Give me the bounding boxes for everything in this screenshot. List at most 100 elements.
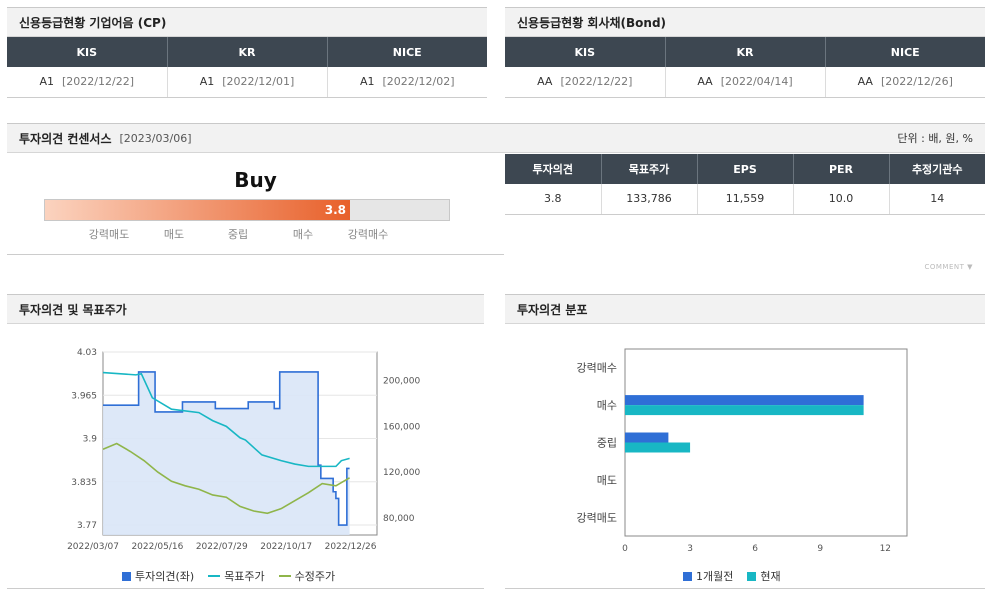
rating-date: [2022/12/01] xyxy=(222,75,295,89)
bond-kis-cell: AA [2022/12/22] xyxy=(505,67,665,98)
bar-1 xyxy=(625,442,691,453)
opinion-bar-fill: 3.8 xyxy=(45,200,351,220)
x-tick-label: 2022/03/07 xyxy=(67,542,119,552)
bond-header-kis: KIS xyxy=(505,37,665,67)
rating-date: [2022/12/22] xyxy=(560,75,633,89)
y-left-tick-label: 3.9 xyxy=(83,435,98,445)
consensus-panel: 투자의견 컨센서스 [2023/03/06] 단위 : 배, 원, % Buy … xyxy=(7,123,985,273)
legend-before[interactable]: 1개월전 xyxy=(683,568,733,584)
price-chart-legend: 투자의견(좌) 목표주가 수정주가 xyxy=(122,568,335,584)
rating-grade: AA xyxy=(857,75,873,89)
x-tick-label: 6 xyxy=(752,544,758,554)
rating-date: [2022/04/14] xyxy=(720,75,793,89)
rating-grade: AA xyxy=(697,75,713,89)
legend-label: 수정주가 xyxy=(294,570,336,583)
opinion-score: 3.8 xyxy=(324,203,347,217)
opinion-area xyxy=(103,371,350,535)
y-left-tick-label: 3.77 xyxy=(77,521,97,531)
cons-header-per: PER xyxy=(792,154,889,184)
dist-chart-area: 0 3 6 9 12 강력매수 매수 중립 매도 강력매도 1개월전 현재 xyxy=(505,325,985,589)
unit-label: 단위 : 배, 원, % xyxy=(897,132,973,145)
price-chart-area: 4.03 3.965 3.9 3.835 3.77 200,000 160,000 120,0… xyxy=(7,325,484,589)
cp-rating-panel: 신용등급현황 기업어음 (CP) KIS KR NICE A1 [2022/12/… xyxy=(7,7,487,98)
cons-value-per: 10.0 xyxy=(792,184,889,215)
dist-chart-legend: 1개월전 현재 xyxy=(683,568,781,584)
dist-chart-panel: 투자의견 분포 0 3 6 9 12 강력매수 매수 중립 매도 강력매도 1개월전 현재 xyxy=(505,294,985,597)
legend-target[interactable]: 목표주가 xyxy=(208,568,265,584)
x-tick-label: 2022/07/29 xyxy=(196,542,248,552)
x-tick-label: 2022/12/26 xyxy=(325,542,377,552)
cp-header-kr: KR xyxy=(166,37,327,67)
legend-line-icon xyxy=(278,575,291,577)
x-tick-label: 2022/05/16 xyxy=(131,542,183,552)
rating-grade: A1 xyxy=(359,75,375,89)
legend-line-icon xyxy=(208,575,221,577)
cons-header-eps: EPS xyxy=(696,154,793,184)
x-tick-label: 0 xyxy=(622,544,628,554)
cons-header-target: 목표주가 xyxy=(600,154,697,184)
cons-value-opinion: 3.8 xyxy=(505,184,601,215)
bond-rating-panel: 신용등급현황 회사채(Bond) KIS KR NICE AA [2022/12/… xyxy=(505,7,985,98)
legend-opinion[interactable]: 투자의견(좌) xyxy=(122,568,194,584)
x-tick-label: 9 xyxy=(817,544,823,554)
legend-swatch-icon xyxy=(122,571,131,581)
x-tick-label: 2022/10/17 xyxy=(260,542,312,552)
consensus-date: [2023/03/06] xyxy=(119,131,192,145)
divider xyxy=(7,254,504,255)
bond-kr-cell: AA [2022/04/14] xyxy=(664,67,825,98)
y-right-tick-label: 80,000 xyxy=(383,514,415,524)
y-right-tick-label: 120,000 xyxy=(383,468,420,478)
rating-grade: A1 xyxy=(39,75,55,89)
legend-label: 투자의견(좌) xyxy=(135,570,195,583)
opinion-bar: 3.8 xyxy=(44,199,450,221)
series-line-1 xyxy=(102,371,350,468)
scale-buy: 매수 xyxy=(292,228,314,241)
price-chart-panel: 투자의견 및 목표주가 4.03 3.965 3.9 3.835 3.77 200,000… xyxy=(7,294,484,597)
legend-label: 1개월전 xyxy=(696,570,734,583)
rating-date: [2022/12/26] xyxy=(880,75,953,89)
legend-price[interactable]: 수정주가 xyxy=(278,568,336,584)
consensus-title-bar: 투자의견 컨센서스 [2023/03/06] 단위 : 배, 원, % xyxy=(7,123,985,153)
y-right-tick-label: 160,000 xyxy=(383,422,420,432)
comment-toggle[interactable]: COMMENT ▼ xyxy=(924,263,973,271)
category-label: 강력매도 xyxy=(577,511,617,524)
bond-rating-title: 신용등급현황 회사채(Bond) xyxy=(505,7,985,37)
bond-header-nice: NICE xyxy=(824,37,985,67)
bar-0 xyxy=(625,395,864,406)
category-label: 강력매수 xyxy=(577,362,617,375)
category-label: 중립 xyxy=(597,437,617,450)
dist-chart-title: 투자의견 분포 xyxy=(505,294,985,324)
y-right-tick-label: 200,000 xyxy=(383,377,420,387)
consensus-title: 투자의견 컨센서스 xyxy=(19,131,112,146)
cons-value-count: 14 xyxy=(888,184,985,215)
cons-value-target: 133,786 xyxy=(600,184,697,215)
cp-header-nice: NICE xyxy=(326,37,487,67)
bond-header-kr: KR xyxy=(664,37,825,67)
cons-value-eps: 11,559 xyxy=(696,184,793,215)
series-line-2 xyxy=(102,442,351,515)
cp-nice-cell: A1 [2022/12/02] xyxy=(326,67,487,98)
scale-strong-sell: 강력매도 xyxy=(88,228,130,241)
legend-label: 현재 xyxy=(760,570,781,583)
y-left-tick-label: 3.965 xyxy=(71,391,97,401)
legend-now[interactable]: 현재 xyxy=(747,568,781,584)
legend-label: 목표주가 xyxy=(224,570,265,583)
cp-rating-table: KIS KR NICE A1 [2022/12/22] A1 [2022/12/01… xyxy=(7,37,487,98)
rating-grade: A1 xyxy=(199,75,215,89)
cons-header-opinion: 투자의견 xyxy=(505,154,601,184)
scale-neutral: 중립 xyxy=(227,228,249,241)
price-chart-title: 투자의견 및 목표주가 xyxy=(7,294,484,324)
bond-rating-table: KIS KR NICE AA [2022/12/22] AA [2022/04/14… xyxy=(505,37,985,98)
consensus-table: 투자의견 목표주가 EPS PER 추정기관수 3.8 133,786 11,5… xyxy=(505,154,985,215)
bar-1 xyxy=(625,405,864,416)
rating-date: [2022/12/02] xyxy=(382,75,455,89)
cp-kis-cell: A1 [2022/12/22] xyxy=(7,67,167,98)
y-left-tick-label: 4.03 xyxy=(77,348,97,358)
y-left-tick-label: 3.835 xyxy=(71,478,97,488)
bar-0 xyxy=(625,432,669,443)
category-label: 매도 xyxy=(597,474,617,487)
cp-rating-title: 신용등급현황 기업어음 (CP) xyxy=(7,7,487,37)
legend-swatch-icon xyxy=(747,571,757,581)
x-tick-label: 3 xyxy=(687,544,693,554)
